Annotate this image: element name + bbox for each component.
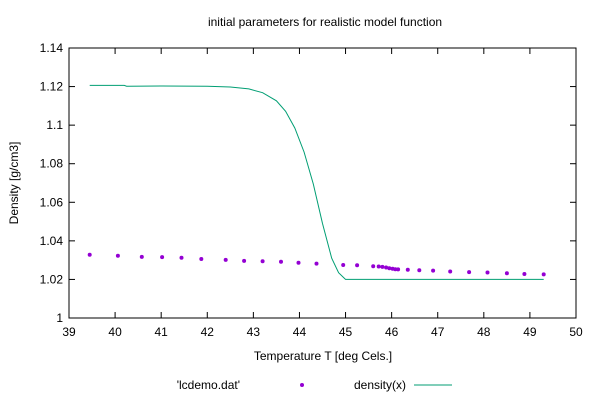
data-point-lcdemo (376, 264, 381, 269)
data-point-lcdemo (355, 263, 360, 268)
data-point-lcdemo (522, 272, 527, 276)
x-tick-label: 42 (201, 325, 215, 339)
data-point-lcdemo (260, 259, 265, 264)
axis-ticks: 39 40 41 42 43 44 45 46 47 48 49 50 1 1.02 1.04 1.06 1.0… (40, 41, 583, 339)
x-tick-label: 49 (523, 325, 537, 339)
data-point-lcdemo (115, 253, 120, 258)
x-tick-label: 41 (155, 325, 169, 339)
data-point-lcdemo (341, 263, 346, 267)
data-point-lcdemo (384, 265, 389, 270)
y-tick-label: 1.04 (40, 234, 64, 248)
x-tick-label: 47 (431, 325, 445, 339)
data-point-lcdemo (199, 257, 204, 261)
data-point-lcdemo (139, 254, 144, 259)
x-tick-label: 50 (569, 325, 583, 339)
x-tick-label: 40 (108, 325, 122, 339)
data-point-lcdemo (160, 255, 165, 260)
y-tick-label: 1 (56, 311, 63, 325)
data-point-lcdemo (504, 271, 509, 276)
data-point-lcdemo (541, 272, 546, 277)
data-point-lcdemo (448, 269, 453, 274)
data-point-lcdemo (417, 268, 422, 273)
data-point-lcdemo (396, 267, 401, 272)
data-point-lcdemo (380, 264, 385, 269)
data-point-lcdemo (431, 268, 436, 273)
data-point-lcdemo (314, 261, 319, 266)
data-point-lcdemo (279, 259, 283, 264)
series-layer (87, 84, 546, 280)
data-point-lcdemo (87, 252, 92, 257)
legend-marker-lcdemo (300, 383, 304, 387)
data-point-lcdemo (179, 255, 184, 260)
legend-label-lcdemo: 'lcdemo.dat' (177, 378, 240, 392)
plot-frame (68, 47, 577, 319)
y-tick-label: 1.06 (40, 195, 64, 209)
data-point-lcdemo (405, 267, 410, 272)
data-point-lcdemo (485, 270, 490, 275)
y-tick-label: 1.1 (46, 118, 63, 132)
x-tick-label: 39 (62, 325, 76, 339)
y-tick-label: 1.08 (40, 157, 64, 171)
x-tick-label: 44 (293, 325, 307, 339)
x-tick-label: 46 (385, 325, 399, 339)
legend: 'lcdemo.dat' density(x) (177, 378, 452, 392)
series-line-density (89, 84, 544, 280)
y-tick-label: 1.02 (40, 272, 64, 286)
y-axis-label: Density [g/cm3] (7, 142, 21, 225)
x-tick-label: 48 (477, 325, 491, 339)
data-point-lcdemo (223, 257, 228, 262)
x-tick-label: 43 (247, 325, 261, 339)
chart-title: initial parameters for realistic model f… (208, 15, 442, 29)
data-point-lcdemo (296, 260, 301, 265)
y-tick-label: 1.12 (40, 80, 64, 94)
data-point-lcdemo (467, 270, 472, 275)
x-axis-label: Temperature T [deg Cels.] (254, 349, 392, 363)
data-point-lcdemo (371, 264, 376, 269)
legend-label-density: density(x) (354, 378, 406, 392)
data-point-lcdemo (387, 266, 392, 271)
x-tick-label: 45 (339, 325, 353, 339)
data-point-lcdemo (242, 258, 247, 263)
y-tick-label: 1.14 (40, 41, 64, 55)
